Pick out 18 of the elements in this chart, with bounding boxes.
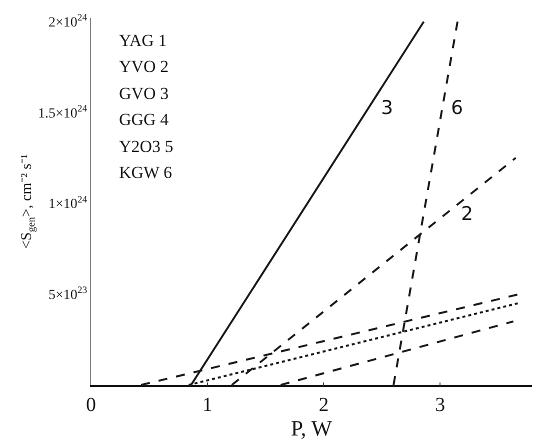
series-label: 3 xyxy=(381,97,394,119)
x-tick-label: 1 xyxy=(202,394,212,416)
annotation: GVO 3 xyxy=(119,84,169,103)
series-label: 6 xyxy=(451,97,464,119)
x-tick-label: 2 xyxy=(318,394,329,416)
y-tick-label: 2×10$^{24}$ xyxy=(48,12,88,31)
annotation: Y2O3 5 xyxy=(119,137,174,156)
annotation: YAG 1 xyxy=(119,31,167,50)
annotation: GGG 4 xyxy=(119,110,170,129)
x-tick-label: 0 xyxy=(86,394,96,416)
x-axis-title: P, W xyxy=(290,416,332,441)
annotation: YVO 2 xyxy=(119,57,169,76)
y-tick-label: 1×10$^{24}$ xyxy=(48,194,88,212)
annotation: KGW 6 xyxy=(119,163,172,182)
series-label: 2 xyxy=(461,203,474,225)
x-tick-label: 3 xyxy=(435,394,446,416)
y-tick-label: 1.5×10$^{24}$ xyxy=(38,104,88,122)
y-tick-label: 5×10$^{23}$ xyxy=(48,285,88,304)
